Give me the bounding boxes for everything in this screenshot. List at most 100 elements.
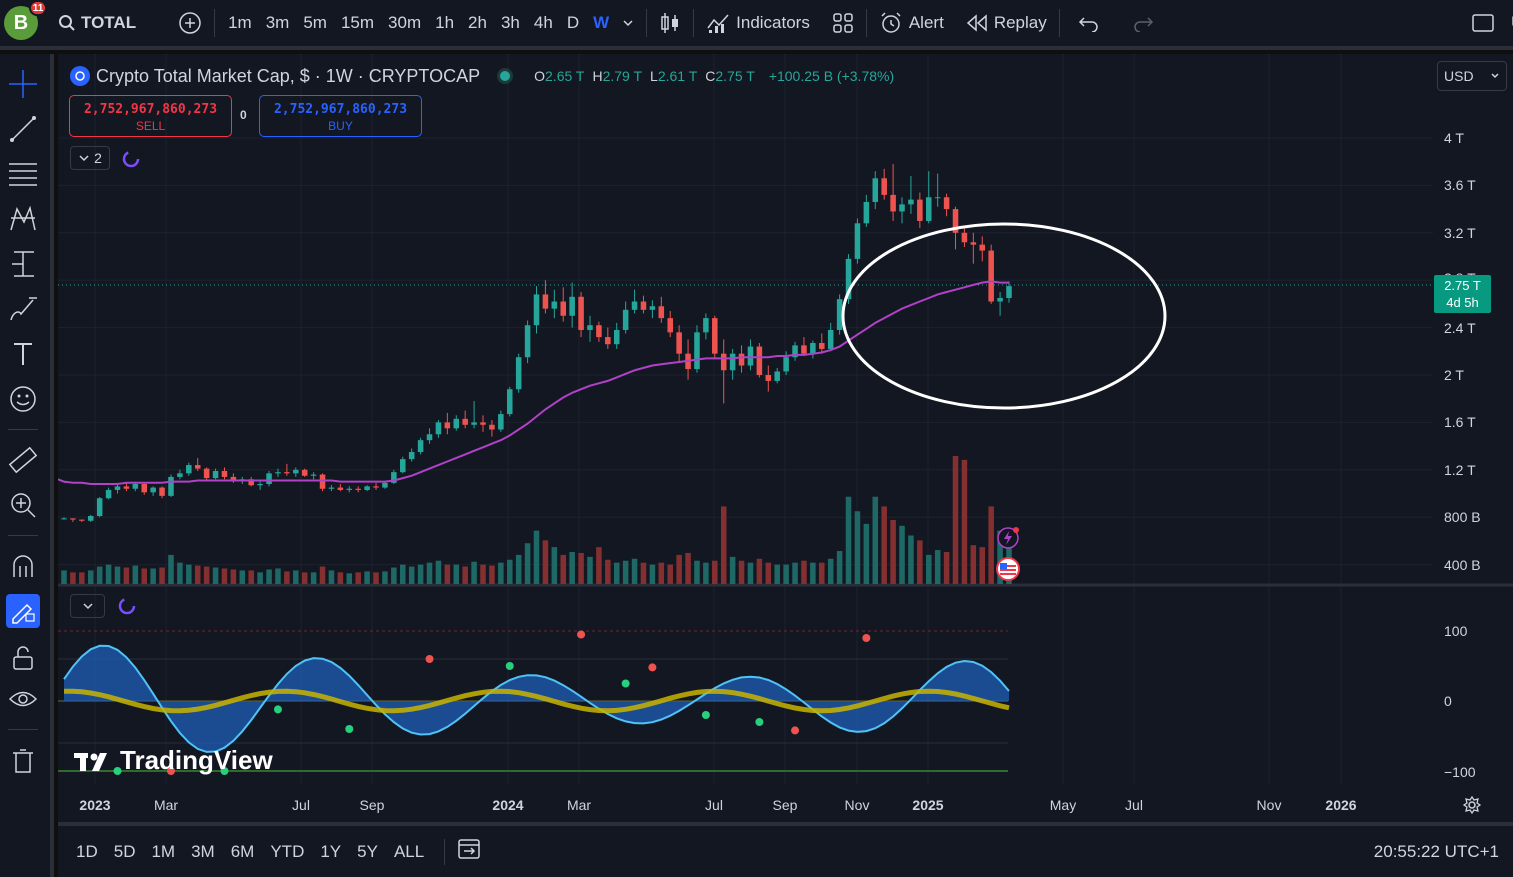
candle-body (810, 343, 816, 354)
volume-bar (382, 571, 388, 584)
range-5d[interactable]: 5D (113, 841, 136, 861)
clock-timezone[interactable]: 20:55:22 UTC+1 (1373, 841, 1499, 861)
stay-in-drawing-mode[interactable] (6, 594, 40, 628)
alert-button[interactable]: Alert (873, 0, 950, 48)
truncated-menu[interactable]: U (1501, 0, 1513, 48)
candle-body (293, 469, 299, 474)
range-1d[interactable]: 1D (76, 841, 98, 861)
volume-bar (979, 547, 986, 584)
volume-bar (943, 551, 950, 584)
magnet-tool[interactable] (6, 549, 40, 583)
timeframe-3m[interactable]: 3m (265, 13, 290, 32)
candle-body (150, 487, 156, 493)
range-3m[interactable]: 3M (191, 841, 215, 861)
zoom-tool[interactable] (6, 488, 40, 522)
timeframe-5m[interactable]: 5m (303, 13, 327, 32)
candle-body (168, 476, 174, 496)
indicators-button[interactable]: Indicators (700, 0, 816, 48)
ohlc-key: C (705, 68, 716, 84)
compare-symbol-button[interactable] (172, 0, 208, 48)
volume-bar (542, 540, 549, 584)
sell-button[interactable]: 2,752,967,860,273 SELL (69, 95, 232, 137)
go-to-date-button[interactable] (457, 837, 483, 866)
chart-settings-button[interactable] (1462, 795, 1482, 820)
candle-body (703, 318, 709, 333)
timeframe-2h[interactable]: 2h (468, 13, 487, 32)
currency-select[interactable]: USD (1437, 61, 1507, 91)
timeframe-4h[interactable]: 4h (533, 13, 553, 32)
chart-canvas[interactable] (58, 54, 1513, 822)
lock-drawings[interactable] (6, 641, 40, 675)
undo-button[interactable] (1072, 0, 1106, 48)
price-tick-label: 2.8 T (1444, 270, 1476, 276)
text-tool[interactable] (6, 337, 40, 371)
timeframe-15m[interactable]: 15m (340, 13, 375, 32)
chart-type-button[interactable] (653, 0, 687, 48)
candle-body (658, 306, 665, 319)
candle-body (471, 422, 477, 425)
timeframe-1h[interactable]: 1h (435, 13, 455, 32)
range-1m[interactable]: 1M (151, 841, 176, 861)
indicator-count: 2 (94, 150, 102, 166)
buy-button[interactable]: 2,752,967,860,273 BUY (259, 95, 422, 137)
volume-bar (533, 530, 540, 584)
volume-bar (810, 562, 816, 584)
tradingview-logo[interactable]: TradingView (74, 745, 273, 776)
volume-bar (248, 570, 254, 584)
layouts-button[interactable] (826, 0, 860, 48)
candle-body (738, 353, 745, 366)
symbol-search-button[interactable]: TOTAL (52, 0, 142, 48)
us-flag-event-icon[interactable] (995, 556, 1021, 587)
icon-tool[interactable] (6, 382, 40, 416)
range-5y[interactable]: 5Y (357, 841, 378, 861)
price-tick-label: 400 B (1444, 556, 1481, 573)
volume-bar (194, 565, 201, 584)
range-1y[interactable]: 1Y (320, 841, 342, 861)
oscillator-collapse-button[interactable] (70, 594, 105, 618)
indicators-collapse-button[interactable]: 2 (70, 146, 110, 170)
fullscreen-button[interactable] (1465, 0, 1501, 48)
timeframe-W[interactable]: W (593, 13, 610, 32)
crosshair-tool[interactable] (6, 67, 40, 101)
timeframe-30m[interactable]: 30m (388, 13, 422, 32)
user-avatar[interactable]: B 11 (4, 0, 47, 40)
volume-bar (917, 540, 923, 584)
timeframe-1m[interactable]: 1m (228, 13, 252, 32)
range-ytd[interactable]: YTD (270, 841, 305, 861)
volume-bar (177, 562, 183, 584)
volume-bar (899, 525, 905, 584)
search-icon (59, 15, 75, 31)
prediction-tool[interactable] (6, 247, 40, 281)
events-lightning-icon[interactable] (996, 526, 1020, 555)
timeframe-3h[interactable]: 3h (500, 13, 520, 32)
last-price-value: 2.75 T (1444, 278, 1481, 293)
volume-bar (712, 560, 718, 584)
volume-bar (908, 535, 914, 584)
ohlc-value: 2.65 T (545, 68, 585, 84)
range-all[interactable]: ALL (393, 841, 425, 861)
brand-name: TradingView (120, 745, 273, 775)
timeframe-D[interactable]: D (566, 13, 580, 32)
remove-drawings[interactable] (6, 744, 40, 778)
time-tick-label: Sep (359, 797, 385, 813)
candle-body (275, 472, 281, 474)
brush-tool[interactable] (6, 292, 40, 326)
symbol-title[interactable]: Crypto Total Market Cap, $ · 1W · CRYPTO… (96, 65, 481, 86)
candle-body (221, 470, 228, 477)
replay-button[interactable]: Replay (960, 0, 1053, 48)
redo-button[interactable] (1126, 0, 1160, 48)
trendline-tool[interactable] (6, 112, 40, 146)
hide-drawings[interactable] (6, 682, 40, 716)
ruler-tool[interactable] (6, 443, 40, 477)
volume-bar (819, 562, 825, 584)
volume-bar (836, 551, 843, 584)
ohlc-key: L (650, 68, 658, 84)
measure-vertical-icon (12, 251, 34, 277)
range-6m[interactable]: 6M (230, 841, 255, 861)
timeframe-dropdown-button[interactable] (616, 0, 640, 48)
volume-bar (926, 554, 932, 584)
chart-pane[interactable] (58, 54, 1513, 822)
pattern-tool[interactable] (6, 202, 40, 236)
market-status-dot[interactable] (500, 71, 511, 81)
fib-tool[interactable] (6, 157, 40, 191)
